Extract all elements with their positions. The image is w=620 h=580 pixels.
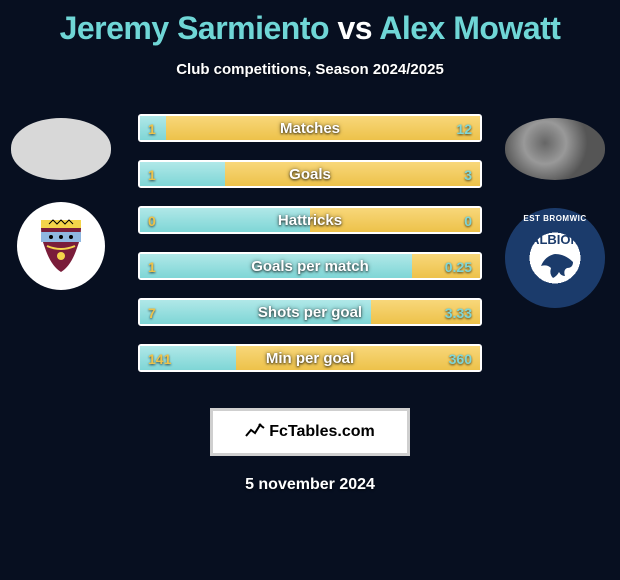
- comparison-title: Jeremy Sarmiento vs Alex Mowatt: [0, 0, 620, 47]
- crest-top-text: EST BROMWIC: [505, 214, 605, 223]
- stat-bars: Matches112Goals13Hattricks00Goals per ma…: [138, 114, 482, 390]
- right-column: EST BROMWIC ALBION: [500, 114, 610, 394]
- bar-label: Shots per goal: [140, 300, 480, 324]
- stat-bar: Min per goal141 360: [138, 344, 482, 372]
- watermark-text: FcTables.com: [269, 423, 375, 441]
- player2-name: Alex Mowatt: [379, 10, 560, 46]
- vs-separator: vs: [337, 10, 372, 46]
- bar-right-value: 360: [449, 346, 472, 370]
- player1-club-crest: [17, 202, 105, 290]
- bar-label: Goals per match: [140, 254, 480, 278]
- bar-right-value: 3.33: [445, 300, 472, 324]
- crest-mid-text: ALBION: [505, 232, 605, 247]
- bar-label: Matches: [140, 116, 480, 140]
- bar-right-value: 0: [464, 208, 472, 232]
- player1-photo: [11, 118, 111, 180]
- player2-photo: [505, 118, 605, 180]
- line-chart-icon: [245, 422, 265, 443]
- bar-right-value: 3: [464, 162, 472, 186]
- subtitle: Club competitions, Season 2024/2025: [0, 61, 620, 78]
- player1-name: Jeremy Sarmiento: [60, 10, 329, 46]
- left-column: [6, 114, 116, 394]
- stat-bar: Hattricks0 0: [138, 206, 482, 234]
- bird-icon: [537, 252, 573, 282]
- bar-label: Min per goal: [140, 346, 480, 370]
- bar-left-value: 7: [148, 300, 156, 324]
- player2-club-crest: EST BROMWIC ALBION: [505, 208, 605, 308]
- stat-bar: Goals per match1 0.25: [138, 252, 482, 280]
- bar-label: Hattricks: [140, 208, 480, 232]
- stat-bar: Matches1 12: [138, 114, 482, 142]
- bar-left-value: 141: [148, 346, 171, 370]
- bar-left-value: 0: [148, 208, 156, 232]
- bar-left-value: 1: [148, 254, 156, 278]
- bar-left-value: 1: [148, 162, 156, 186]
- stat-bar: Goals1 3: [138, 160, 482, 188]
- stat-bar: Shots per goal7 3.33: [138, 298, 482, 326]
- bar-right-value: 0.25: [445, 254, 472, 278]
- comparison-area: EST BROMWIC ALBION Matches112Goals13Hatt…: [0, 114, 620, 394]
- date-label: 5 november 2024: [0, 476, 620, 494]
- watermark-box: FcTables.com: [210, 408, 410, 456]
- bar-left-value: 1: [148, 116, 156, 140]
- bar-right-value: 12: [456, 116, 472, 140]
- bar-label: Goals: [140, 162, 480, 186]
